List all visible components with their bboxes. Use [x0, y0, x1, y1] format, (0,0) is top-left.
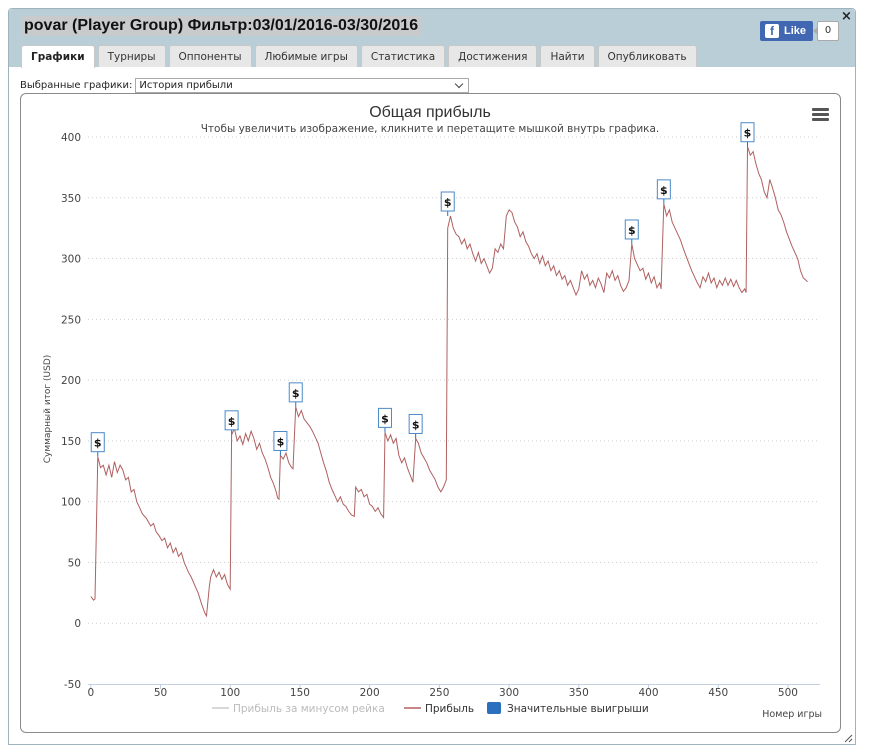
- flag-label: $: [381, 412, 389, 425]
- y-tick-label: 400: [61, 132, 81, 144]
- flag-box: [740, 122, 755, 143]
- tab-achievements[interactable]: Достижения: [448, 45, 538, 67]
- tab-opponents[interactable]: Оппоненты: [168, 45, 252, 67]
- legend-label: Значительные выигрыши: [507, 703, 649, 715]
- big-win-flag-8: $: [656, 179, 671, 204]
- tab-tournaments[interactable]: Турниры: [97, 45, 166, 67]
- tab-search[interactable]: Найти: [540, 45, 595, 67]
- flag-box: [288, 382, 303, 403]
- x-axis-label: Номер игры: [762, 709, 822, 720]
- big-win-flag-9: $: [740, 122, 755, 147]
- facebook-like-count: 0: [813, 21, 839, 41]
- x-tick-label: 500: [778, 687, 798, 699]
- chart-menu-icon[interactable]: [812, 108, 829, 121]
- close-icon[interactable]: ×: [841, 9, 852, 24]
- y-tick-label: 250: [61, 314, 81, 326]
- tab-publish[interactable]: Опубликовать: [597, 45, 697, 67]
- y-tick-label: 350: [61, 193, 81, 205]
- y-tick-label: 300: [61, 254, 81, 266]
- flag-label: $: [628, 224, 636, 237]
- flag-box: [408, 413, 423, 434]
- chart-container: [20, 93, 841, 733]
- flag-label: $: [277, 435, 285, 448]
- y-tick-label: 200: [61, 375, 81, 387]
- big-win-flag-0: $: [90, 432, 105, 457]
- tab-favorite-games[interactable]: Любимые игры: [254, 45, 358, 67]
- chart-subtitle: Чтобы увеличить изображение, кликните и …: [201, 123, 660, 135]
- x-tick-label: 0: [87, 687, 94, 699]
- flag-box: [224, 410, 239, 431]
- x-tick-label: 50: [154, 687, 167, 699]
- flag-label: $: [228, 415, 236, 428]
- y-tick-label: 100: [61, 497, 81, 509]
- x-tick-label: 250: [429, 687, 449, 699]
- legend-item-profit: Прибыль: [404, 703, 474, 715]
- flag-box: [656, 179, 671, 200]
- x-tick-label: 100: [220, 687, 240, 699]
- y-axis-label: Суммарный итог (USD): [43, 355, 53, 464]
- flag-label: $: [94, 437, 102, 450]
- big-win-flag-4: $: [377, 407, 392, 433]
- legend-item-net-profit: Прибыль за минусом рейка: [212, 703, 385, 715]
- series-line-profit: [90, 146, 808, 618]
- big-win-flag-3: $: [288, 382, 303, 407]
- big-win-flag-7: $: [624, 219, 639, 244]
- chart-select[interactable]: История прибыли: [135, 78, 470, 93]
- x-tick-label: 450: [708, 687, 728, 699]
- chart-selector-label: Выбранные графики:: [20, 80, 133, 91]
- chart-select-value: История прибыли: [139, 80, 233, 91]
- x-axis-ticks: 0 50 100 150 200 250 300 350 400 450 500: [87, 684, 798, 699]
- y-tick-label: 150: [61, 436, 81, 448]
- flag-label: $: [660, 184, 668, 197]
- window-title: povar (Player Group) Фильтр:03/01/2016-0…: [21, 16, 422, 36]
- tab-charts[interactable]: Графики: [21, 45, 95, 68]
- window-header: povar (Player Group) Фильтр:03/01/2016-0…: [9, 9, 855, 68]
- widget-window: povar (Player Group) Фильтр:03/01/2016-0…: [8, 8, 856, 745]
- flag-box: [377, 407, 392, 428]
- big-win-flags: $ $ $ $ $ $ $ $ $ $: [90, 122, 755, 457]
- x-tick-label: 200: [360, 687, 380, 699]
- facebook-like-button[interactable]: f Like: [760, 21, 814, 41]
- flag-label: $: [412, 418, 420, 431]
- big-win-flag-6: $: [440, 191, 455, 217]
- chart-selector: Выбранные графики: История прибыли: [20, 78, 470, 93]
- legend-symbol: [487, 702, 501, 714]
- flag-label: $: [744, 127, 752, 140]
- big-win-flag-2: $: [273, 430, 288, 456]
- flag-box: [624, 219, 639, 240]
- x-tick-label: 150: [290, 687, 310, 699]
- legend-label: Прибыль: [425, 703, 474, 715]
- legend-label: Прибыль за минусом рейка: [233, 703, 385, 715]
- facebook-icon: f: [765, 24, 779, 38]
- flag-label: $: [292, 387, 300, 400]
- tab-statistics[interactable]: Статистика: [360, 45, 446, 67]
- big-win-flag-5: $: [408, 413, 423, 439]
- chart-legend: Прибыль за минусом рейка Прибыль Значитель…: [212, 702, 649, 715]
- flag-box: [440, 191, 455, 212]
- x-tick-label: 350: [569, 687, 589, 699]
- flag-label: $: [444, 196, 452, 209]
- flag-box: [273, 430, 288, 451]
- tab-bar: Графики Турниры Оппоненты Любимые игры С…: [21, 45, 700, 68]
- y-tick-label: 0: [74, 618, 81, 630]
- flag-box: [90, 432, 105, 453]
- facebook-like-label: Like: [784, 25, 807, 37]
- resize-handle-icon[interactable]: [843, 733, 853, 743]
- big-win-flag-1: $: [224, 410, 239, 435]
- y-tick-label: 50: [68, 557, 81, 569]
- y-axis-ticks: -50 0 50 100 150 200 250 300 350 400: [61, 132, 81, 691]
- x-tick-label: 300: [499, 687, 519, 699]
- x-tick-label: 400: [638, 687, 658, 699]
- legend-item-big-wins: Значительные выигрыши: [487, 702, 649, 715]
- chart-title: Общая прибыль: [369, 104, 491, 121]
- y-tick-label: -50: [64, 679, 81, 691]
